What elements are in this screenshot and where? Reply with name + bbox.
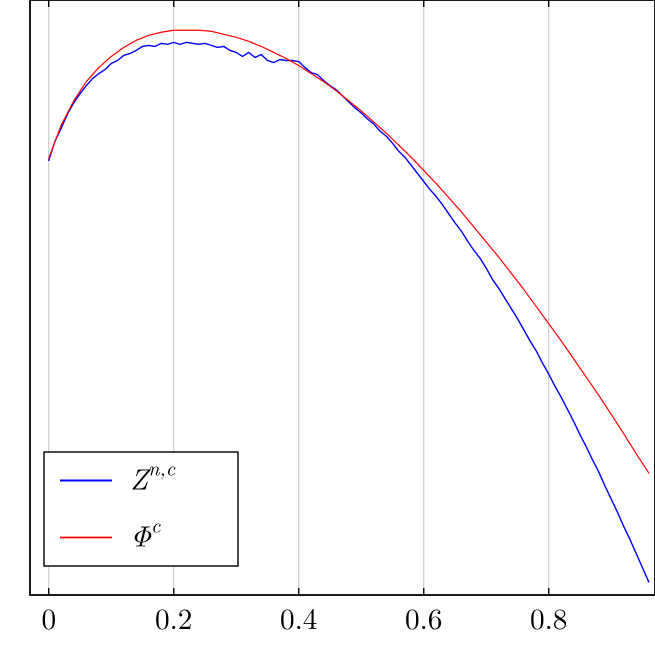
xtick-label: 0.4 [280,597,317,638]
xtick-label: 0.2 [155,597,192,638]
xtick-label: 0.6 [405,597,442,638]
line-chart: 00.20.40.60.8Zn,cΦc [0,0,655,655]
xtick-label: 0.8 [530,597,567,638]
xtick-label: 0 [41,597,56,638]
